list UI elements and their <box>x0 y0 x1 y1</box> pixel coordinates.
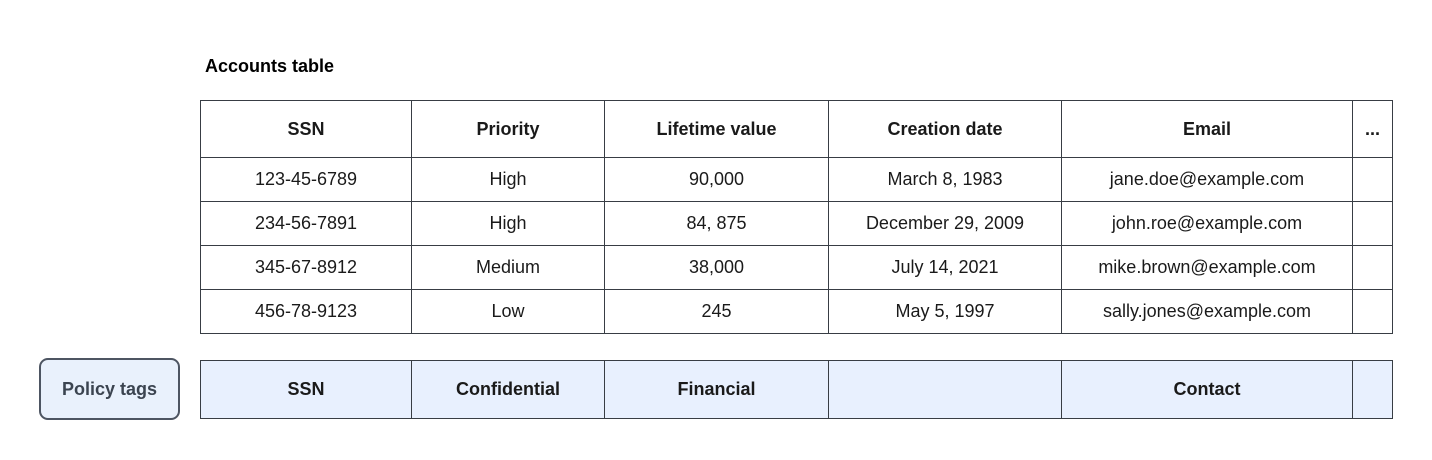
accounts-table: SSN Priority Lifetime value Creation date Em… <box>200 100 1393 334</box>
table-row: 345-67-8912 Medium 38,000 July 14, 2021 mike… <box>200 245 1393 290</box>
policy-tag-cell: Confidential <box>411 360 605 419</box>
table-cell: Low <box>411 289 605 334</box>
table-cell <box>1352 157 1393 202</box>
table-cell: March 8, 1983 <box>828 157 1062 202</box>
table-cell: sally.jones@example.com <box>1061 289 1353 334</box>
table-cell: 345-67-8912 <box>200 245 412 290</box>
column-header: Creation date <box>828 100 1062 158</box>
table-row: 234-56-7891 High 84, 875 December 29, 2009 j… <box>200 201 1393 246</box>
table-cell <box>1352 289 1393 334</box>
table-cell: High <box>411 201 605 246</box>
table-cell: High <box>411 157 605 202</box>
column-header: Lifetime value <box>604 100 829 158</box>
table-cell: 84, 875 <box>604 201 829 246</box>
policy-tag-cell: SSN <box>200 360 412 419</box>
column-header: ... <box>1352 100 1393 158</box>
table-cell: 90,000 <box>604 157 829 202</box>
policy-tags-chip: Policy tags <box>39 358 180 420</box>
table-cell: 245 <box>604 289 829 334</box>
table-row: 456-78-9123 Low 245 May 5, 1997 sally.jones@… <box>200 289 1393 334</box>
policy-tags-chip-label: Policy tags <box>61 378 158 399</box>
table-cell: May 5, 1997 <box>828 289 1062 334</box>
page-title: Accounts table <box>205 56 335 76</box>
table-cell <box>1352 245 1393 290</box>
policy-tag-cell <box>1352 360 1393 419</box>
accounts-header-row: SSN Priority Lifetime value Creation date Em… <box>200 100 1393 158</box>
table-cell: Medium <box>411 245 605 290</box>
table-cell: john.roe@example.com <box>1061 201 1353 246</box>
policy-tags-table: SSN Confidential Financial Contact <box>200 360 1393 419</box>
table-cell: December 29, 2009 <box>828 201 1062 246</box>
table-cell: mike.brown@example.com <box>1061 245 1353 290</box>
table-cell: 123-45-6789 <box>200 157 412 202</box>
policy-tag-cell: Financial <box>604 360 829 419</box>
table-cell: 234-56-7891 <box>200 201 412 246</box>
policy-tag-cell: Contact <box>1061 360 1353 419</box>
table-cell: July 14, 2021 <box>828 245 1062 290</box>
policy-tags-row: SSN Confidential Financial Contact <box>200 360 1393 419</box>
table-cell: 456-78-9123 <box>200 289 412 334</box>
table-cell: jane.doe@example.com <box>1061 157 1353 202</box>
table-row: 123-45-6789 High 90,000 March 8, 1983 jane.d… <box>200 157 1393 202</box>
table-cell <box>1352 201 1393 246</box>
policy-tag-cell <box>828 360 1062 419</box>
column-header: SSN <box>200 100 412 158</box>
column-header: Priority <box>411 100 605 158</box>
column-header: Email <box>1061 100 1353 158</box>
accounts-table-body: 123-45-6789 High 90,000 March 8, 1983 jane.d… <box>200 157 1393 334</box>
table-cell: 38,000 <box>604 245 829 290</box>
